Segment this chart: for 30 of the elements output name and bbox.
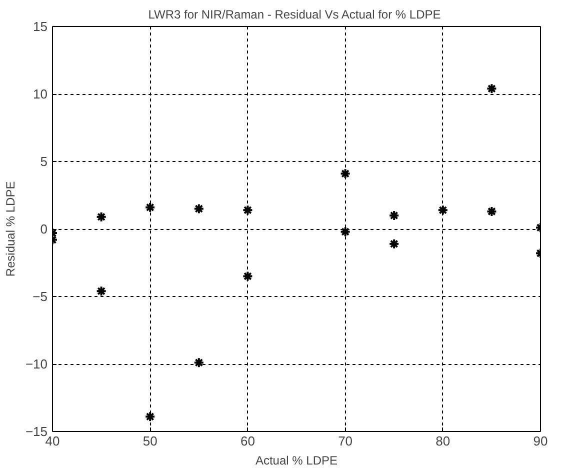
y-tick-label: 0	[40, 222, 48, 236]
point	[340, 226, 351, 238]
chart-title: LWR3 for NIR/Raman - Residual Vs Actual for % LDPE	[148, 8, 441, 22]
point	[144, 202, 156, 213]
point	[388, 238, 400, 250]
x-tick-label: 60	[240, 434, 255, 448]
x-tick-label: 90	[533, 434, 548, 448]
y-tick-label: −15	[25, 424, 48, 439]
x-tick-label: 80	[436, 434, 450, 448]
y-tick-label: 10	[33, 86, 48, 102]
point	[144, 411, 156, 422]
point	[388, 210, 400, 221]
point	[242, 270, 254, 282]
x-tick-label: 50	[142, 434, 158, 448]
point	[193, 357, 204, 368]
x-axis-title: Actual % LDPE	[255, 454, 338, 468]
point	[486, 83, 498, 94]
x-tick-label: 70	[338, 434, 353, 448]
y-tick-label: −10	[25, 356, 48, 372]
y-axis-title: Residual % LDPE	[3, 181, 18, 277]
y-tick-label: 15	[33, 19, 48, 34]
point	[193, 203, 204, 214]
point	[340, 168, 351, 180]
point	[437, 204, 448, 216]
point	[486, 206, 498, 217]
y-tick-label: −5	[32, 289, 48, 304]
point	[242, 204, 254, 216]
point	[96, 286, 107, 297]
point	[96, 211, 107, 222]
y-tick-label: 5	[40, 154, 48, 169]
